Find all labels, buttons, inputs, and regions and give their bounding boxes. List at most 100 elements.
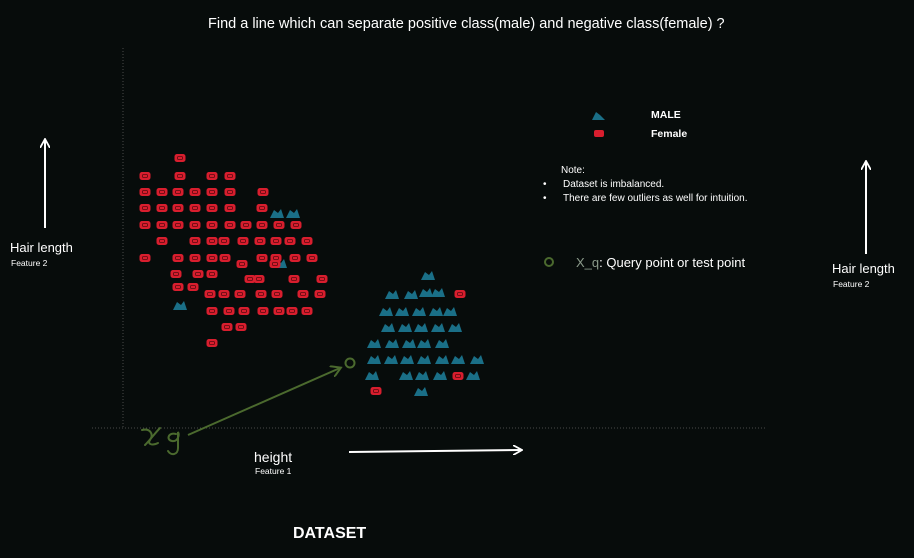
female-point-inner (209, 272, 215, 276)
female-point (172, 204, 184, 212)
male-points-group (173, 209, 484, 396)
female-point (206, 307, 218, 315)
female-point-inner (239, 262, 245, 266)
female-point-inner (192, 239, 198, 243)
female-point (139, 254, 151, 262)
female-point (234, 290, 246, 298)
female-point-inner (192, 206, 198, 210)
male-point (367, 355, 381, 364)
female-point-inner (317, 292, 323, 296)
female-point-inner (227, 223, 233, 227)
female-point-inner (175, 223, 181, 227)
female-point (297, 290, 309, 298)
female-point (244, 275, 256, 283)
female-point (206, 204, 218, 212)
query-point-legend: X_q: Query point or test point (576, 255, 745, 270)
query-point (344, 357, 356, 369)
male-point (435, 355, 449, 364)
female-point-inner (260, 190, 266, 194)
female-point-inner (293, 223, 299, 227)
legend-male-label: MALE (651, 109, 681, 121)
female-point (253, 275, 265, 283)
note-title: Note: (561, 165, 585, 176)
male-point (385, 290, 399, 299)
female-point (172, 254, 184, 262)
male-point (270, 209, 284, 218)
female-point-inner (260, 309, 266, 313)
female-points-group (139, 154, 466, 395)
female-point (256, 221, 268, 229)
female-point (206, 270, 218, 278)
female-point-inner (209, 223, 215, 227)
female-point-inner (209, 206, 215, 210)
query-arrow (187, 368, 340, 436)
female-point (306, 254, 318, 262)
left-y-axis-sublabel: Feature 2 (11, 258, 48, 268)
height-arrow (348, 450, 521, 452)
male-point (431, 288, 445, 297)
female-point-inner (173, 272, 179, 276)
female-point (238, 307, 250, 315)
legend-male-marker (592, 112, 605, 120)
male-point (443, 307, 457, 316)
female-point-inner (209, 341, 215, 345)
female-point (289, 254, 301, 262)
dataset-caption: DATASET (293, 525, 367, 542)
female-point-inner (373, 389, 379, 393)
female-point (189, 221, 201, 229)
query-description: : Query point or test point (599, 255, 746, 270)
female-point-inner (142, 174, 148, 178)
female-point-inner (256, 277, 262, 281)
male-point (419, 288, 433, 297)
female-point-inner (209, 190, 215, 194)
female-point-inner (209, 239, 215, 243)
male-point (470, 355, 484, 364)
female-point (170, 270, 182, 278)
female-point-inner (309, 256, 315, 260)
male-point (398, 323, 412, 332)
female-point-inner (192, 256, 198, 260)
female-point (257, 307, 269, 315)
female-point (254, 237, 266, 245)
female-point (273, 307, 285, 315)
female-point-inner (304, 309, 310, 313)
female-point-inner (192, 223, 198, 227)
female-point (174, 172, 186, 180)
female-point (452, 372, 464, 380)
male-point (412, 307, 426, 316)
male-point (433, 371, 447, 380)
x-axis-sublabel: Feature 1 (255, 466, 292, 476)
right-y-axis-sublabel: Feature 2 (833, 279, 870, 289)
female-point (370, 387, 382, 395)
male-point (384, 355, 398, 364)
female-point (189, 254, 201, 262)
female-point-inner (292, 256, 298, 260)
female-point (206, 254, 218, 262)
female-point-inner (273, 239, 279, 243)
female-point (224, 204, 236, 212)
female-point (255, 290, 267, 298)
female-point-inner (237, 292, 243, 296)
female-point-inner (291, 277, 297, 281)
female-point-inner (247, 277, 253, 281)
female-point (284, 237, 296, 245)
female-point-inner (240, 239, 246, 243)
note-list: Dataset is imbalanced. There are few out… (537, 178, 748, 205)
female-point-inner (227, 206, 233, 210)
female-point (172, 188, 184, 196)
female-point-inner (259, 256, 265, 260)
female-point-inner (142, 190, 148, 194)
female-point (221, 323, 233, 331)
female-point-inner (287, 239, 293, 243)
male-point (466, 371, 480, 380)
female-point-inner (159, 223, 165, 227)
female-point-inner (159, 239, 165, 243)
female-point (156, 204, 168, 212)
male-point (448, 323, 462, 332)
female-point-inner (259, 206, 265, 210)
female-point (286, 307, 298, 315)
female-point-inner (209, 174, 215, 178)
female-point-inner (227, 190, 233, 194)
female-point-inner (192, 190, 198, 194)
female-point (189, 237, 201, 245)
